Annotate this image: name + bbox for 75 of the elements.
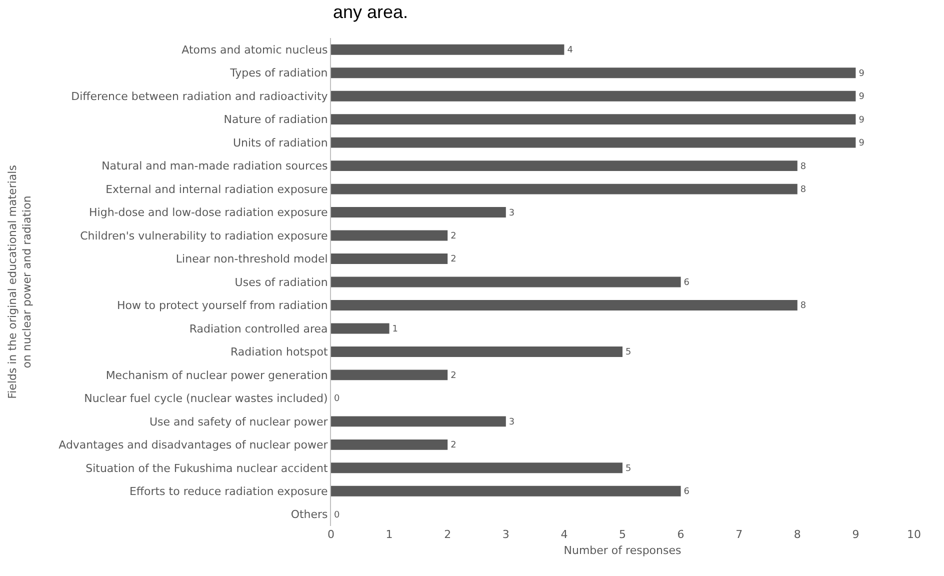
data-label: 8 [800, 162, 806, 172]
bar [331, 68, 856, 78]
bar [331, 90, 856, 102]
bar [331, 160, 798, 172]
x-tick-label: 6 [677, 528, 684, 541]
y-tick-label: Uses of radiation [234, 276, 328, 289]
text: any area. [333, 2, 408, 22]
x-tick-label: 1 [386, 528, 393, 541]
bar [331, 462, 622, 474]
bar [331, 254, 448, 264]
x-tick-label: 9 [852, 528, 860, 541]
data-label: 3 [508, 417, 515, 428]
bar [331, 370, 448, 380]
data-label: 5 [626, 348, 632, 358]
y-tick-label: Radiation hotspot [230, 346, 328, 359]
data-label: 8 [800, 185, 806, 196]
x-tick-label: 7 [736, 528, 743, 541]
x-tick-label: 0 [328, 528, 334, 541]
bar [331, 184, 798, 194]
y-tick-label: Radiation controlled area [189, 322, 328, 336]
bar [331, 114, 856, 125]
bar [331, 276, 681, 288]
data-label: 2 [450, 232, 456, 242]
y-tick-label: High-dose and low-dose radiation exposure [89, 206, 328, 220]
data-label: 0 [334, 510, 340, 520]
y-tick-label: Nature of radiation [224, 113, 328, 126]
data-label: 9 [858, 115, 865, 126]
data-label: 9 [858, 68, 865, 79]
y-tick-label: Advantages and disadvantages of nuclear power [58, 438, 328, 452]
data-label: 0 [334, 394, 340, 404]
x-axis-title: Number of responses [564, 544, 682, 558]
bar [331, 346, 622, 357]
y-tick-label: Others [290, 508, 328, 522]
y-tick-label: Atoms and atomic nucleus [182, 43, 328, 56]
data-label: 3 [508, 208, 515, 218]
y-tick-label: Efforts to reduce radiation exposure [129, 484, 328, 498]
y-tick-label: Situation of the Fukushima nuclear accident [86, 462, 328, 475]
bar [331, 300, 798, 310]
x-tick-label: 10 [907, 528, 921, 541]
bar [331, 486, 681, 496]
data-label: 2 [450, 254, 456, 265]
x-tick-label: 8 [794, 528, 801, 541]
data-label: 8 [800, 301, 806, 312]
y-tick-label: Mechanism of nuclear power generation [106, 368, 328, 382]
x-tick-label: 3 [502, 528, 510, 541]
bar [331, 137, 856, 148]
bar [331, 439, 448, 450]
bar [331, 323, 390, 334]
bar [331, 207, 506, 218]
data-label: 6 [684, 278, 690, 288]
y-tick-label: Types of radiation [229, 66, 328, 80]
data-label: 2 [450, 440, 456, 451]
data-label: 9 [858, 92, 865, 102]
y-tick-label: How to protect yourself from radiation [116, 299, 328, 312]
y-tick-label: Units of radiation [232, 136, 328, 150]
bar [331, 44, 564, 55]
data-label: 5 [626, 464, 632, 474]
y-tick-label: Nuclear fuel cycle (nuclear wastes included) [84, 392, 328, 406]
y-axis-title: Fields in the original educational materials on nuclear power and radiation [6, 164, 34, 399]
x-tick-label: 4 [560, 528, 568, 541]
y-tick-label: Linear non-threshold model [176, 252, 328, 266]
data-label: 1 [392, 324, 398, 334]
y-tick-label: Use and safety of nuclear power [149, 415, 328, 428]
x-tick-label: 2 [444, 528, 452, 541]
bar [331, 230, 448, 241]
y-tick-label: Difference between radiation and radioactivity [71, 90, 328, 103]
data-label: 6 [684, 487, 690, 498]
y-tick-label: Natural and man-made radiation sources [102, 160, 328, 173]
y-tick-label: External and internal radiation exposure [106, 182, 328, 196]
bar [331, 416, 506, 427]
data-label: 4 [567, 46, 574, 56]
x-tick-label: 5 [619, 528, 626, 541]
data-label: 9 [858, 138, 865, 149]
y-tick-label: Children's vulnerability to radiation exposure [80, 229, 328, 242]
data-label: 2 [450, 370, 456, 381]
